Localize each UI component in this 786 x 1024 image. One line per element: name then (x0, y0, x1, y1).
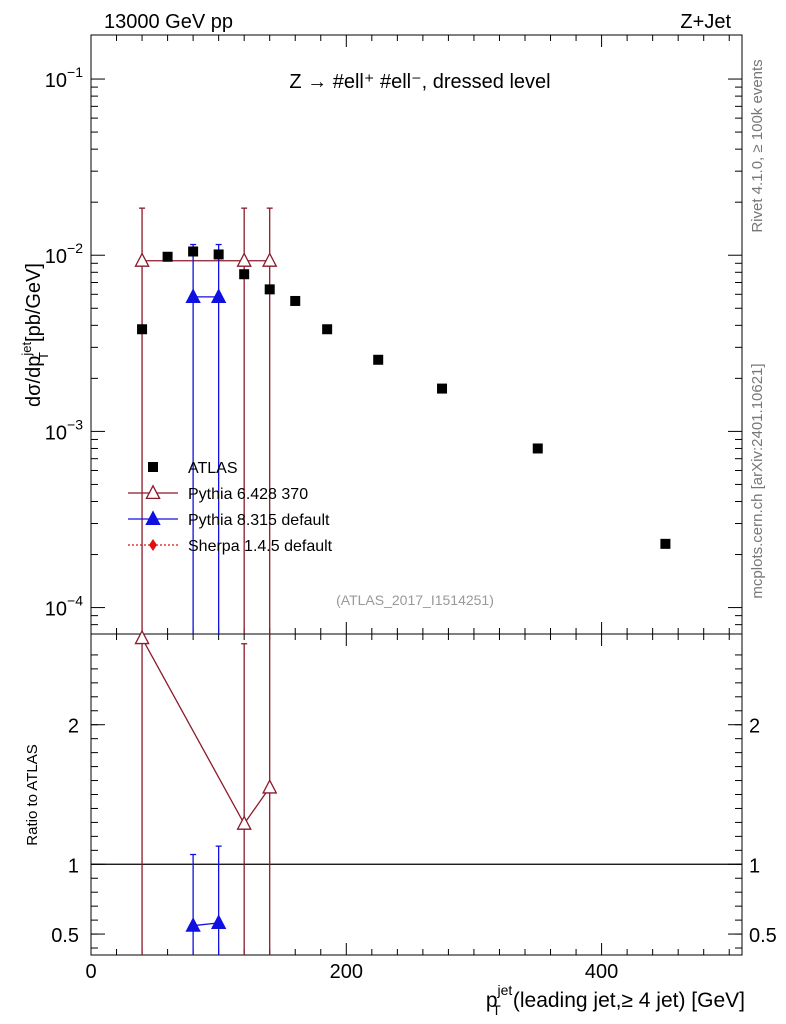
legend-label: Sherpa 1.4.5 default (188, 538, 333, 555)
legend-label: Pythia 6.428 370 (188, 486, 308, 503)
atlas-data-point (137, 324, 148, 335)
ylabel-main-sup: jet (19, 342, 34, 357)
ylabel-main-unit: [pb/GeV] (23, 263, 45, 342)
analysis-watermark: (ATLAS_2017_I1514251) (336, 592, 494, 608)
mc-point-ratio (134, 629, 150, 645)
atlas-data-point (660, 538, 671, 549)
axis-ticks-group: 0 200 400 10−1 10−2 10−3 10−4 0.5 0.5 1 1 2 2 (45, 35, 777, 983)
mc-point-main (262, 252, 278, 267)
x-tick-label: 200 (330, 961, 363, 983)
atlas-data-point (188, 246, 199, 257)
ratio-tick-label-right: 2 (749, 716, 760, 738)
atlas-data-point (290, 295, 301, 306)
mc-point-ratio (262, 778, 278, 794)
ratio-tick-label-right: 0.5 (749, 925, 777, 947)
xlabel-p: p (486, 989, 498, 1012)
ratio-y-axis-label: Ratio to ATLAS (24, 744, 41, 845)
legend-label: ATLAS (188, 460, 238, 477)
xlabel-sub: T (492, 1002, 501, 1018)
xlabel-rest: (leading jet,≥ 4 jet) [GeV] (513, 989, 745, 1012)
atlas-data-point (532, 443, 543, 454)
atlas-data-point (437, 383, 448, 394)
mc-point-ratio (236, 815, 252, 830)
ratio-tick-label: 1 (68, 855, 79, 877)
atlas-data-point (162, 251, 173, 262)
atlas-data-point (322, 324, 333, 335)
mc-point-main (134, 252, 150, 267)
header-left: 13000 GeV pp (104, 11, 233, 33)
mc-line-ratio (141, 637, 271, 826)
xlabel-sup: jet (497, 982, 513, 998)
side-text-top: Rivet 4.1.0, ≥ 100k events (749, 59, 766, 232)
y-tick-label: 10−1 (45, 64, 83, 92)
ratio-tick-label: 2 (68, 716, 79, 738)
y-tick-label: 10−2 (45, 240, 83, 268)
main-y-axis-label: dσ/dpjetT [pb/GeV] (19, 263, 51, 407)
side-text-bottom: mcplots.cern.ch [arXiv:2401.10621] (749, 363, 766, 598)
ratio-tick-label-right: 1 (749, 855, 760, 877)
legend-marker-square (148, 462, 158, 472)
atlas-data-point (213, 249, 224, 260)
x-tick-label: 0 (85, 961, 96, 983)
x-axis-label: pjet T (leading jet,≥ 4 jet) [GeV] (486, 982, 745, 1018)
ylabel-main-text: dσ/dp (23, 356, 45, 407)
y-tick-label: 10−3 (45, 416, 83, 444)
y-tick-label: 10−4 (45, 593, 83, 621)
legend-marker-triangle (145, 510, 161, 526)
atlas-data-point (239, 269, 250, 280)
legend-marker-diamond (149, 539, 157, 551)
legend: ATLAS Pythia 6.428 370 Pythia 8.315 defaul… (128, 460, 333, 555)
mc-point-main (185, 288, 201, 303)
legend-marker-triangle (145, 484, 161, 500)
x-tick-label: 400 (585, 961, 618, 983)
data-marks-group (134, 207, 671, 955)
atlas-data-point (264, 284, 275, 295)
header-right: Z+Jet (680, 11, 731, 33)
mc-point-ratio (210, 914, 227, 929)
ratio-panel-frame (90, 633, 743, 956)
ratio-tick-label: 0.5 (51, 925, 79, 947)
ylabel-main-sub: T (36, 352, 51, 360)
mc-point-ratio (185, 917, 201, 932)
legend-label: Pythia 8.315 default (188, 512, 330, 529)
atlas-data-point (373, 354, 384, 365)
mc-point-main (210, 288, 227, 303)
plot-title: Z → #ell⁺ #ell⁻, dressed level (289, 71, 550, 93)
svg-text:dσ/dpjetT[pb/GeV]: dσ/dpjetT [pb/GeV] (19, 263, 51, 407)
mc-point-main (236, 252, 252, 267)
